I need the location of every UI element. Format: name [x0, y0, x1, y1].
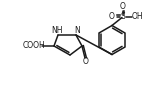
Text: NH: NH	[51, 26, 63, 35]
Text: S: S	[121, 12, 125, 21]
Text: OH: OH	[131, 12, 143, 21]
Text: N: N	[74, 26, 80, 35]
Text: O: O	[120, 2, 126, 11]
Text: O: O	[83, 58, 89, 67]
Text: COOH: COOH	[23, 41, 45, 50]
Text: O: O	[109, 12, 115, 21]
